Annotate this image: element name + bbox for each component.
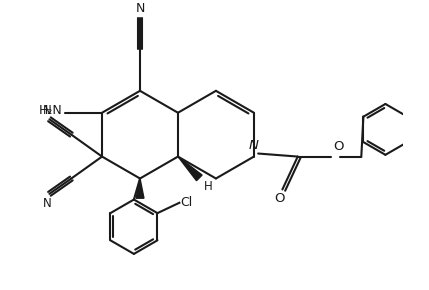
Text: N: N bbox=[249, 139, 259, 152]
Text: N: N bbox=[42, 197, 51, 211]
Polygon shape bbox=[136, 178, 144, 198]
Polygon shape bbox=[178, 157, 202, 181]
Text: N: N bbox=[135, 2, 145, 15]
Text: O: O bbox=[274, 193, 284, 206]
Text: H₂N: H₂N bbox=[39, 104, 62, 117]
Text: H: H bbox=[204, 180, 213, 193]
Text: Cl: Cl bbox=[181, 196, 193, 209]
Text: N: N bbox=[42, 104, 51, 117]
Text: O: O bbox=[333, 140, 344, 153]
